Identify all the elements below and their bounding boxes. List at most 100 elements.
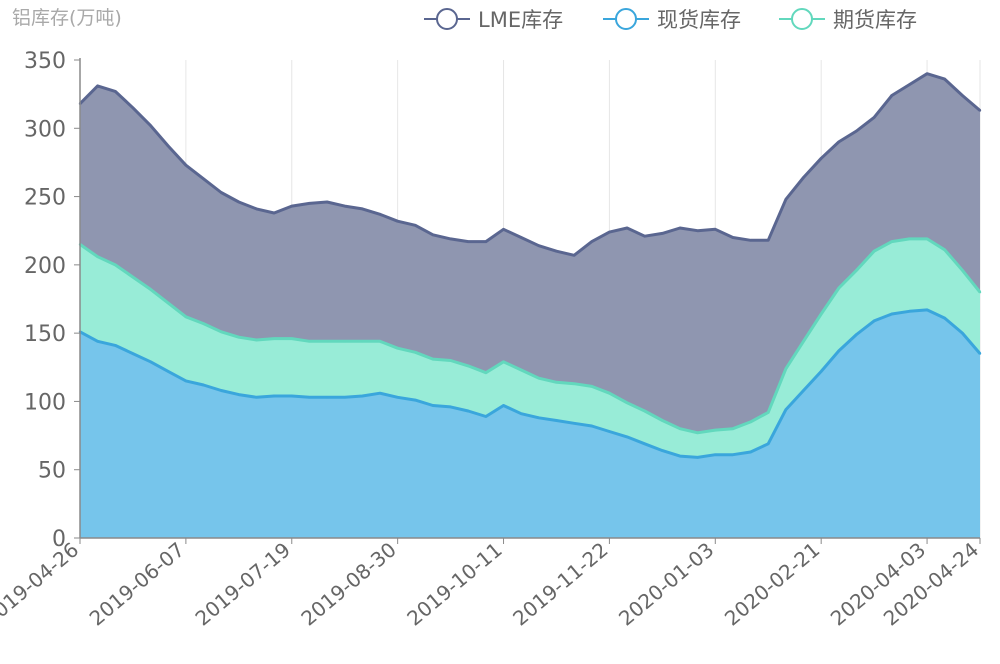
- data-point-1-6: [184, 379, 188, 383]
- data-point-2-42: [820, 312, 823, 316]
- data-point-1-34: [678, 454, 682, 458]
- data-point-1-50: [961, 331, 964, 335]
- data-point-2-8: [220, 330, 223, 333]
- data-point-2-22: [467, 364, 470, 368]
- legend-item[interactable]: LME库存: [424, 8, 563, 32]
- data-point-1-20: [431, 404, 435, 407]
- data-point-2-34: [678, 427, 682, 430]
- data-point-2-24: [502, 360, 505, 363]
- data-point-1-44: [855, 333, 858, 336]
- data-point-0-39: [767, 239, 770, 242]
- data-point-2-4: [149, 288, 152, 291]
- data-point-2-6: [184, 315, 188, 318]
- data-point-1-26: [537, 416, 540, 419]
- legend-marker: [436, 8, 458, 30]
- data-point-1-7: [202, 383, 205, 387]
- data-point-0-24: [502, 228, 505, 231]
- x-tick-label: 2019-08-30: [296, 537, 400, 630]
- legend-item[interactable]: 现货库存: [603, 8, 741, 32]
- legend-marker: [791, 8, 813, 30]
- data-point-2-50: [961, 269, 964, 272]
- data-point-0-45: [872, 116, 876, 119]
- data-point-2-10: [255, 338, 258, 342]
- data-point-1-3: [131, 352, 135, 355]
- data-point-0-15: [343, 204, 346, 208]
- y-tick-label: 0: [52, 527, 66, 552]
- x-tick-label: 2019-11-22: [508, 537, 612, 630]
- data-point-1-39: [767, 442, 770, 445]
- data-point-1-28: [572, 422, 576, 425]
- data-point-2-28: [572, 382, 576, 385]
- data-point-1-17: [378, 392, 382, 395]
- data-point-0-29: [590, 240, 593, 243]
- data-point-1-25: [520, 412, 523, 415]
- data-point-1-33: [661, 449, 664, 452]
- data-point-1-23: [484, 415, 488, 418]
- data-point-0-10: [255, 207, 258, 211]
- data-point-2-3: [131, 275, 135, 279]
- data-point-1-27: [555, 419, 558, 422]
- data-point-1-51: [978, 352, 982, 355]
- data-point-0-49: [943, 77, 946, 81]
- data-point-1-31: [625, 435, 629, 439]
- data-point-1-12: [290, 394, 293, 398]
- data-point-0-36: [714, 228, 717, 231]
- data-point-0-47: [908, 83, 911, 86]
- data-point-0-17: [378, 213, 382, 216]
- x-tick-label: 2020-02-21: [720, 537, 824, 630]
- y-tick-label: 350: [24, 49, 66, 74]
- data-point-0-38: [749, 239, 752, 242]
- data-point-1-9: [237, 393, 240, 396]
- legend[interactable]: LME库存 现货库存 期货库存: [424, 8, 917, 32]
- data-point-2-40: [784, 367, 788, 370]
- data-point-0-41: [802, 176, 805, 179]
- data-point-2-51: [978, 291, 982, 294]
- data-point-0-5: [167, 144, 170, 148]
- data-point-0-11: [272, 211, 276, 215]
- data-point-0-50: [961, 94, 964, 97]
- data-point-2-32: [643, 409, 646, 413]
- data-point-2-19: [414, 351, 417, 354]
- data-point-1-46: [890, 312, 893, 316]
- data-point-1-4: [149, 360, 152, 363]
- data-point-1-18: [396, 396, 399, 399]
- data-point-2-26: [537, 377, 540, 380]
- data-point-2-41: [802, 340, 805, 343]
- data-point-1-35: [696, 456, 699, 459]
- x-tick-label: 2019-10-11: [402, 537, 506, 630]
- data-point-1-5: [167, 370, 170, 373]
- data-point-1-43: [837, 349, 840, 353]
- data-point-2-13: [308, 340, 311, 343]
- data-point-2-27: [555, 381, 558, 384]
- x-tick-label: 2019-07-19: [191, 537, 295, 630]
- data-point-1-15: [343, 396, 346, 399]
- data-point-0-16: [361, 207, 364, 211]
- data-point-2-29: [590, 385, 593, 388]
- data-point-0-1: [96, 84, 99, 88]
- data-point-0-6: [184, 164, 188, 167]
- legend-marker: [615, 8, 637, 30]
- legend-label: LME库存: [478, 8, 563, 32]
- data-point-0-9: [237, 200, 240, 204]
- data-point-2-16: [361, 340, 364, 343]
- data-point-0-28: [572, 254, 576, 257]
- y-axis-title: 铝库存(万吨): [12, 7, 122, 29]
- y-tick-label: 200: [24, 254, 66, 279]
- data-point-0-23: [484, 240, 488, 243]
- data-point-1-32: [643, 442, 646, 445]
- data-point-2-37: [731, 427, 735, 430]
- x-tick-label: 2019-06-07: [85, 537, 189, 630]
- data-point-1-49: [943, 316, 946, 320]
- data-point-1-8: [220, 389, 223, 392]
- data-point-1-10: [255, 396, 258, 399]
- series-areas: [78, 72, 982, 538]
- data-point-0-30: [608, 230, 611, 234]
- data-point-0-35: [696, 229, 699, 232]
- data-point-2-21: [449, 359, 452, 362]
- data-point-0-3: [131, 106, 135, 110]
- legend-item[interactable]: 期货库存: [779, 8, 917, 32]
- data-point-0-22: [467, 240, 470, 243]
- data-point-0-20: [431, 233, 435, 236]
- data-point-1-24: [502, 404, 505, 407]
